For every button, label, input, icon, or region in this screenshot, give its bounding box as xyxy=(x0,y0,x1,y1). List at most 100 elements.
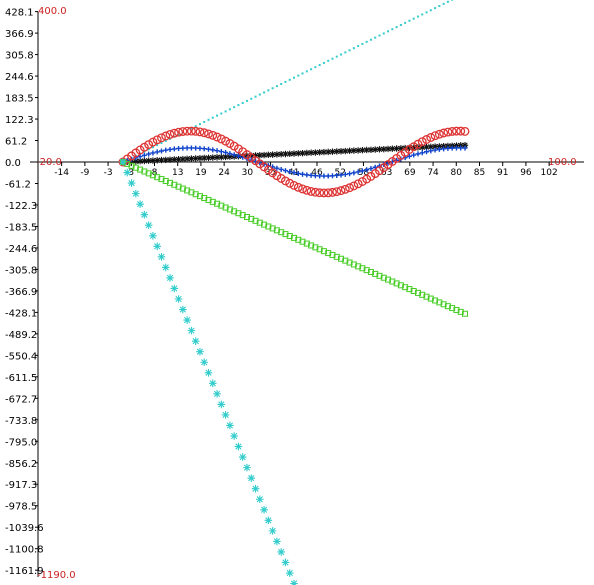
data-point xyxy=(209,198,216,205)
data-point xyxy=(431,143,439,150)
data-point xyxy=(440,301,447,308)
data-point xyxy=(276,173,286,183)
data-point xyxy=(277,548,285,556)
data-point xyxy=(247,474,256,482)
data-point xyxy=(148,137,158,147)
data-point xyxy=(426,133,436,142)
data-point xyxy=(184,145,190,151)
data-point xyxy=(164,139,167,142)
data-point xyxy=(248,215,255,222)
x-tick-label: 91 xyxy=(497,168,508,178)
data-point xyxy=(308,172,314,178)
data-point xyxy=(203,120,206,123)
data-point xyxy=(280,83,283,86)
y-tick-label: -856.2 xyxy=(5,459,37,470)
y-tick-label: -183.5 xyxy=(5,222,37,233)
data-point xyxy=(427,143,434,151)
data-point xyxy=(306,186,316,196)
data-point xyxy=(188,145,194,151)
data-point xyxy=(274,165,280,171)
x-tick-label: -14 xyxy=(54,168,69,178)
data-point xyxy=(285,569,294,577)
data-point xyxy=(282,150,289,158)
data-point xyxy=(207,118,210,121)
data-point xyxy=(436,146,442,152)
data-point xyxy=(389,278,396,285)
data-point xyxy=(277,151,285,158)
data-point xyxy=(161,263,170,272)
data-point xyxy=(325,250,332,257)
x-tick-label: 46 xyxy=(311,168,323,178)
data-point xyxy=(328,187,337,197)
data-point xyxy=(222,204,229,211)
data-point xyxy=(290,150,298,157)
data-point xyxy=(152,135,162,145)
y-tick-label: -366.9 xyxy=(5,287,37,298)
data-point xyxy=(376,146,383,153)
x-tick-label: 19 xyxy=(195,168,207,178)
data-point xyxy=(428,148,434,154)
data-point xyxy=(149,172,156,179)
data-point xyxy=(281,176,290,186)
data-point xyxy=(209,154,216,161)
data-point xyxy=(408,19,411,22)
data-point xyxy=(404,21,407,24)
y-min-label: -1190.0 xyxy=(37,570,76,581)
y-tick-label: -122.3 xyxy=(5,201,37,212)
data-point xyxy=(333,253,340,260)
data-point xyxy=(346,147,353,155)
data-point xyxy=(421,13,424,16)
data-point xyxy=(312,244,319,251)
data-point xyxy=(449,305,456,312)
data-point xyxy=(179,185,186,192)
data-point xyxy=(287,169,293,175)
data-point xyxy=(350,147,358,154)
data-point xyxy=(149,231,157,240)
y-tick-label: -611.5 xyxy=(5,373,37,384)
data-point xyxy=(141,168,148,175)
data-point xyxy=(320,248,327,255)
data-point xyxy=(446,0,449,3)
data-point xyxy=(333,148,340,155)
data-point xyxy=(158,156,165,164)
data-point xyxy=(372,270,379,277)
data-point xyxy=(286,232,293,239)
data-point xyxy=(199,128,209,138)
data-point xyxy=(245,99,248,102)
data-point xyxy=(235,153,241,159)
data-point xyxy=(196,155,204,162)
data-point xyxy=(224,110,227,113)
data-point xyxy=(295,150,302,157)
data-point xyxy=(165,129,175,139)
y-tick-label: 305.8 xyxy=(5,51,34,62)
data-point xyxy=(384,145,392,153)
data-point xyxy=(359,168,365,174)
x-tick-label: 52 xyxy=(334,168,345,178)
data-point xyxy=(393,280,400,287)
data-point xyxy=(226,206,233,213)
data-point xyxy=(427,295,434,302)
data-point xyxy=(307,149,315,156)
data-point xyxy=(399,23,402,26)
data-point xyxy=(387,30,390,33)
data-point xyxy=(297,74,300,77)
x-min-label: -20.0 xyxy=(36,157,62,168)
series-5 xyxy=(119,158,298,585)
data-point xyxy=(243,214,250,221)
data-point xyxy=(352,47,355,50)
data-point xyxy=(315,188,325,198)
data-point xyxy=(119,158,127,166)
data-point xyxy=(145,157,152,164)
data-point xyxy=(132,164,139,171)
data-point xyxy=(188,189,195,196)
data-point xyxy=(332,187,342,197)
data-point xyxy=(449,145,455,151)
data-point xyxy=(288,78,291,81)
data-point xyxy=(412,17,415,20)
data-point xyxy=(218,153,225,161)
data-point xyxy=(419,291,426,298)
data-point xyxy=(136,200,144,208)
data-point xyxy=(342,257,349,264)
data-point xyxy=(451,0,454,1)
